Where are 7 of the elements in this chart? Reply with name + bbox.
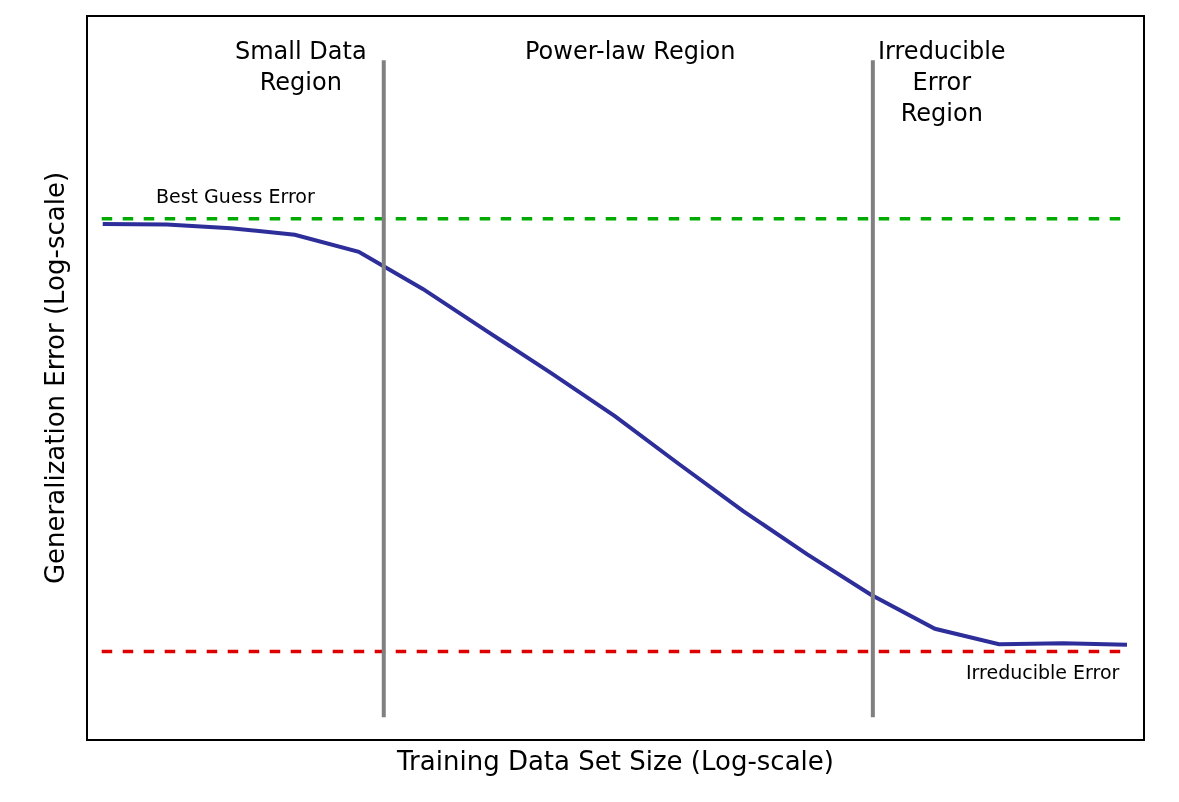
ref-line-label: Best Guess Error bbox=[156, 185, 315, 207]
text: Small Data Region bbox=[235, 37, 367, 97]
y-axis-title: Generalization Error (Log-scale) bbox=[39, 171, 70, 585]
text: Power-law Region bbox=[525, 37, 736, 65]
x-axis-title: Training Data Set Size (Log-scale) bbox=[396, 746, 834, 777]
text: Irreducible Error Region bbox=[878, 37, 1006, 128]
ref-line-label: Irreducible Error bbox=[966, 661, 1120, 683]
